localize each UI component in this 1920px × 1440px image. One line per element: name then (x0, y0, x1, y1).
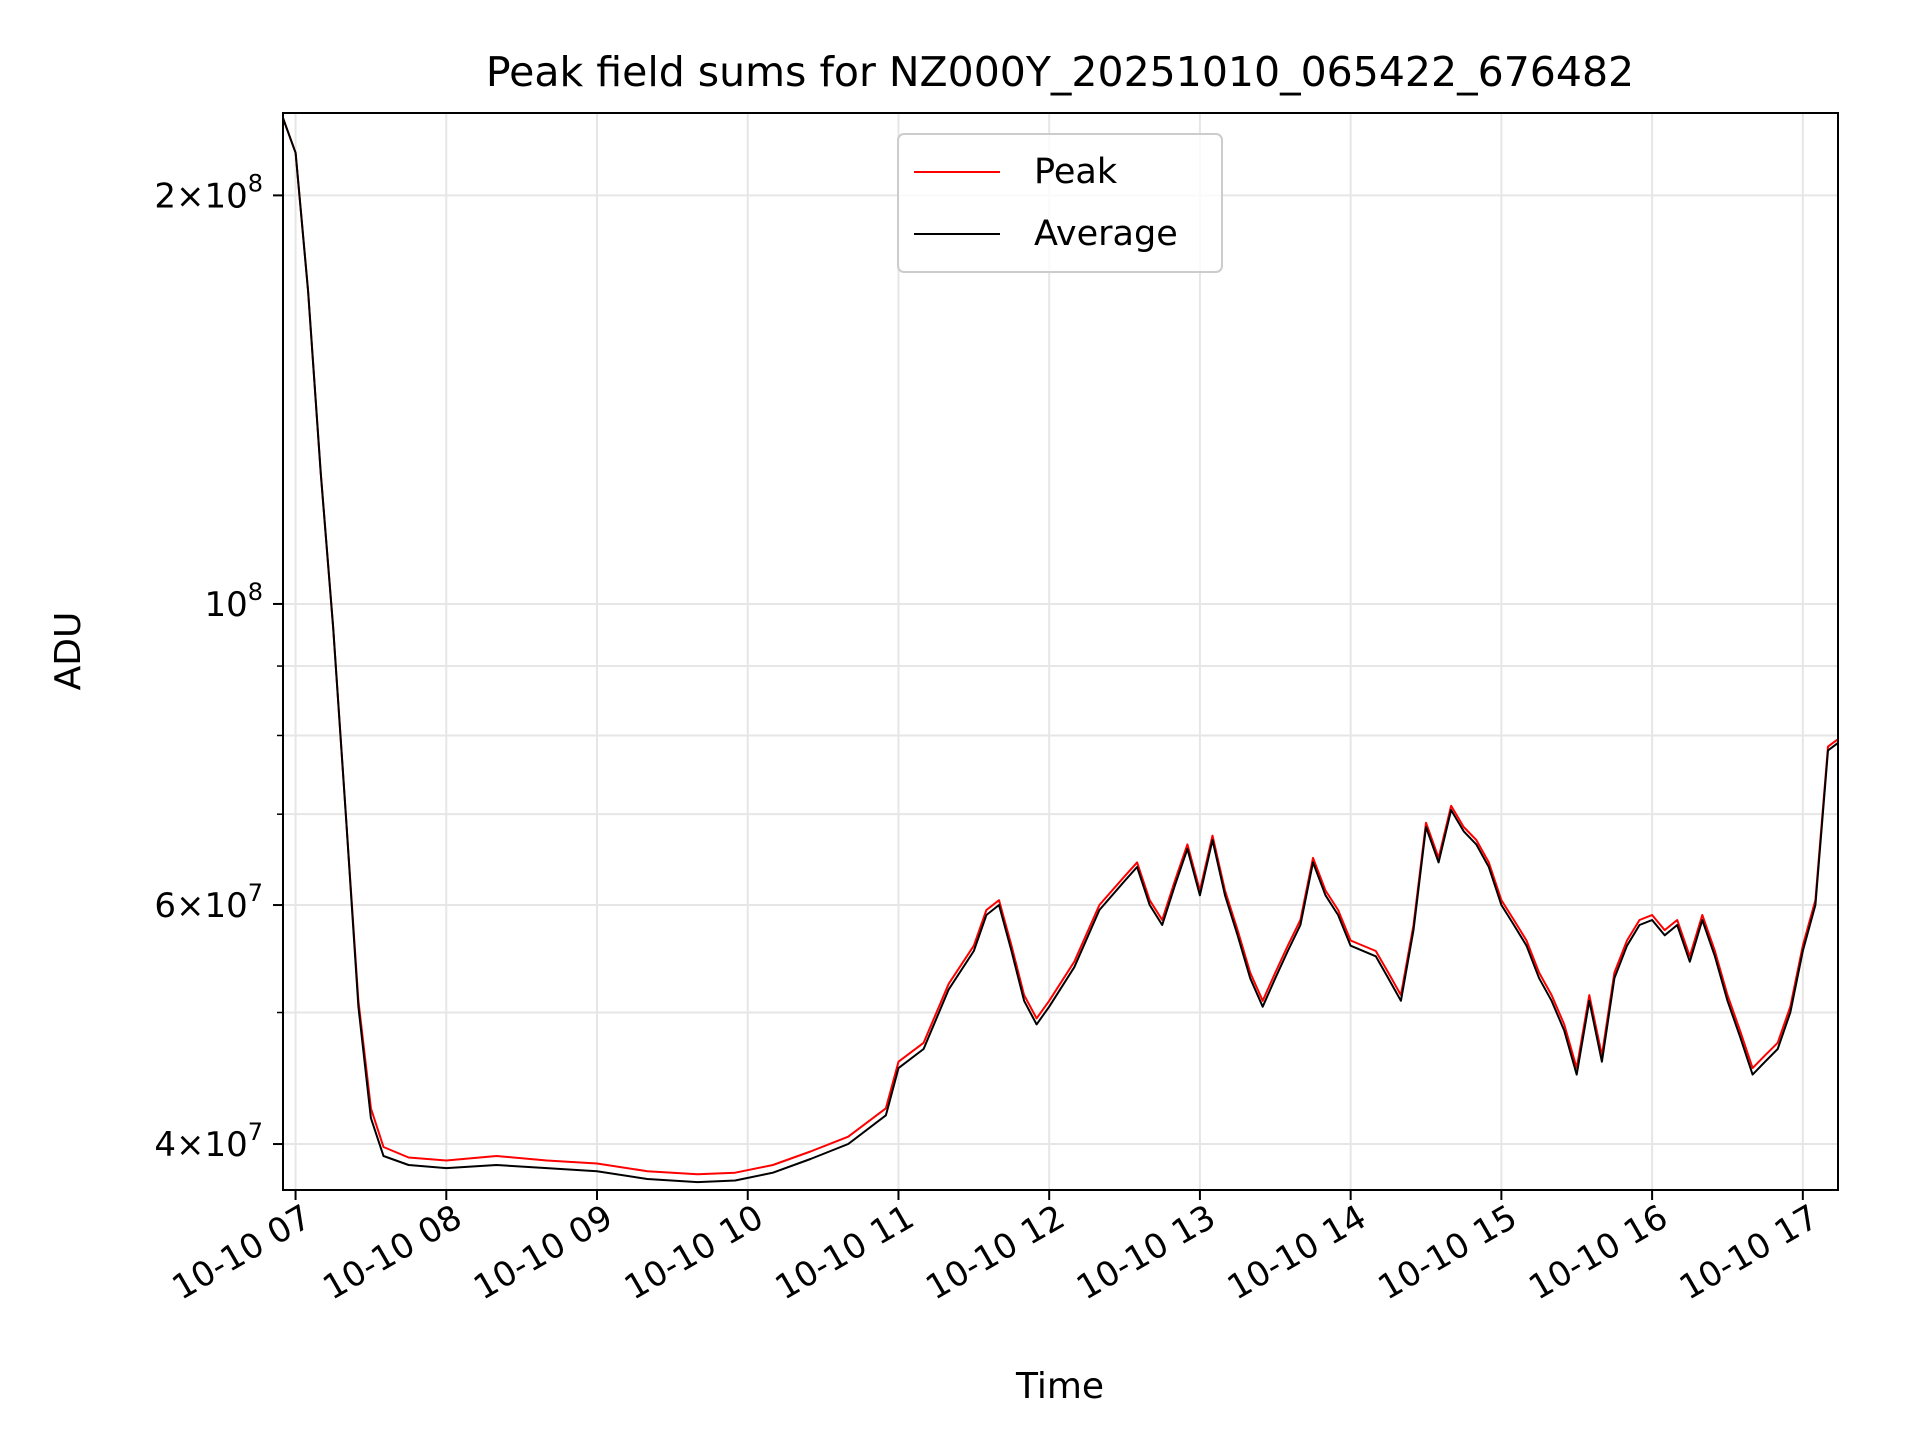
y-axis-label: ADU (48, 612, 89, 691)
legend-peak-label: Peak (1034, 152, 1118, 192)
series-lines (282, 117, 1839, 1184)
series-line-peak (282, 117, 1839, 1176)
series-line-average (282, 117, 1839, 1184)
legend: Peak Average (897, 133, 1223, 273)
y-tick-label: 2×108 (154, 169, 263, 216)
x-axis-label: Time (1015, 1366, 1104, 1407)
legend-box (897, 133, 1223, 273)
y-tick-label: 6×107 (154, 879, 263, 926)
y-tick-label: 4×107 (154, 1118, 263, 1165)
chart-title: Peak field sums for NZ000Y_20251010_0654… (486, 48, 1634, 96)
y-tick-label: 108 (204, 578, 263, 625)
legend-average-label: Average (1034, 214, 1178, 254)
plot-frame (282, 112, 1839, 1191)
